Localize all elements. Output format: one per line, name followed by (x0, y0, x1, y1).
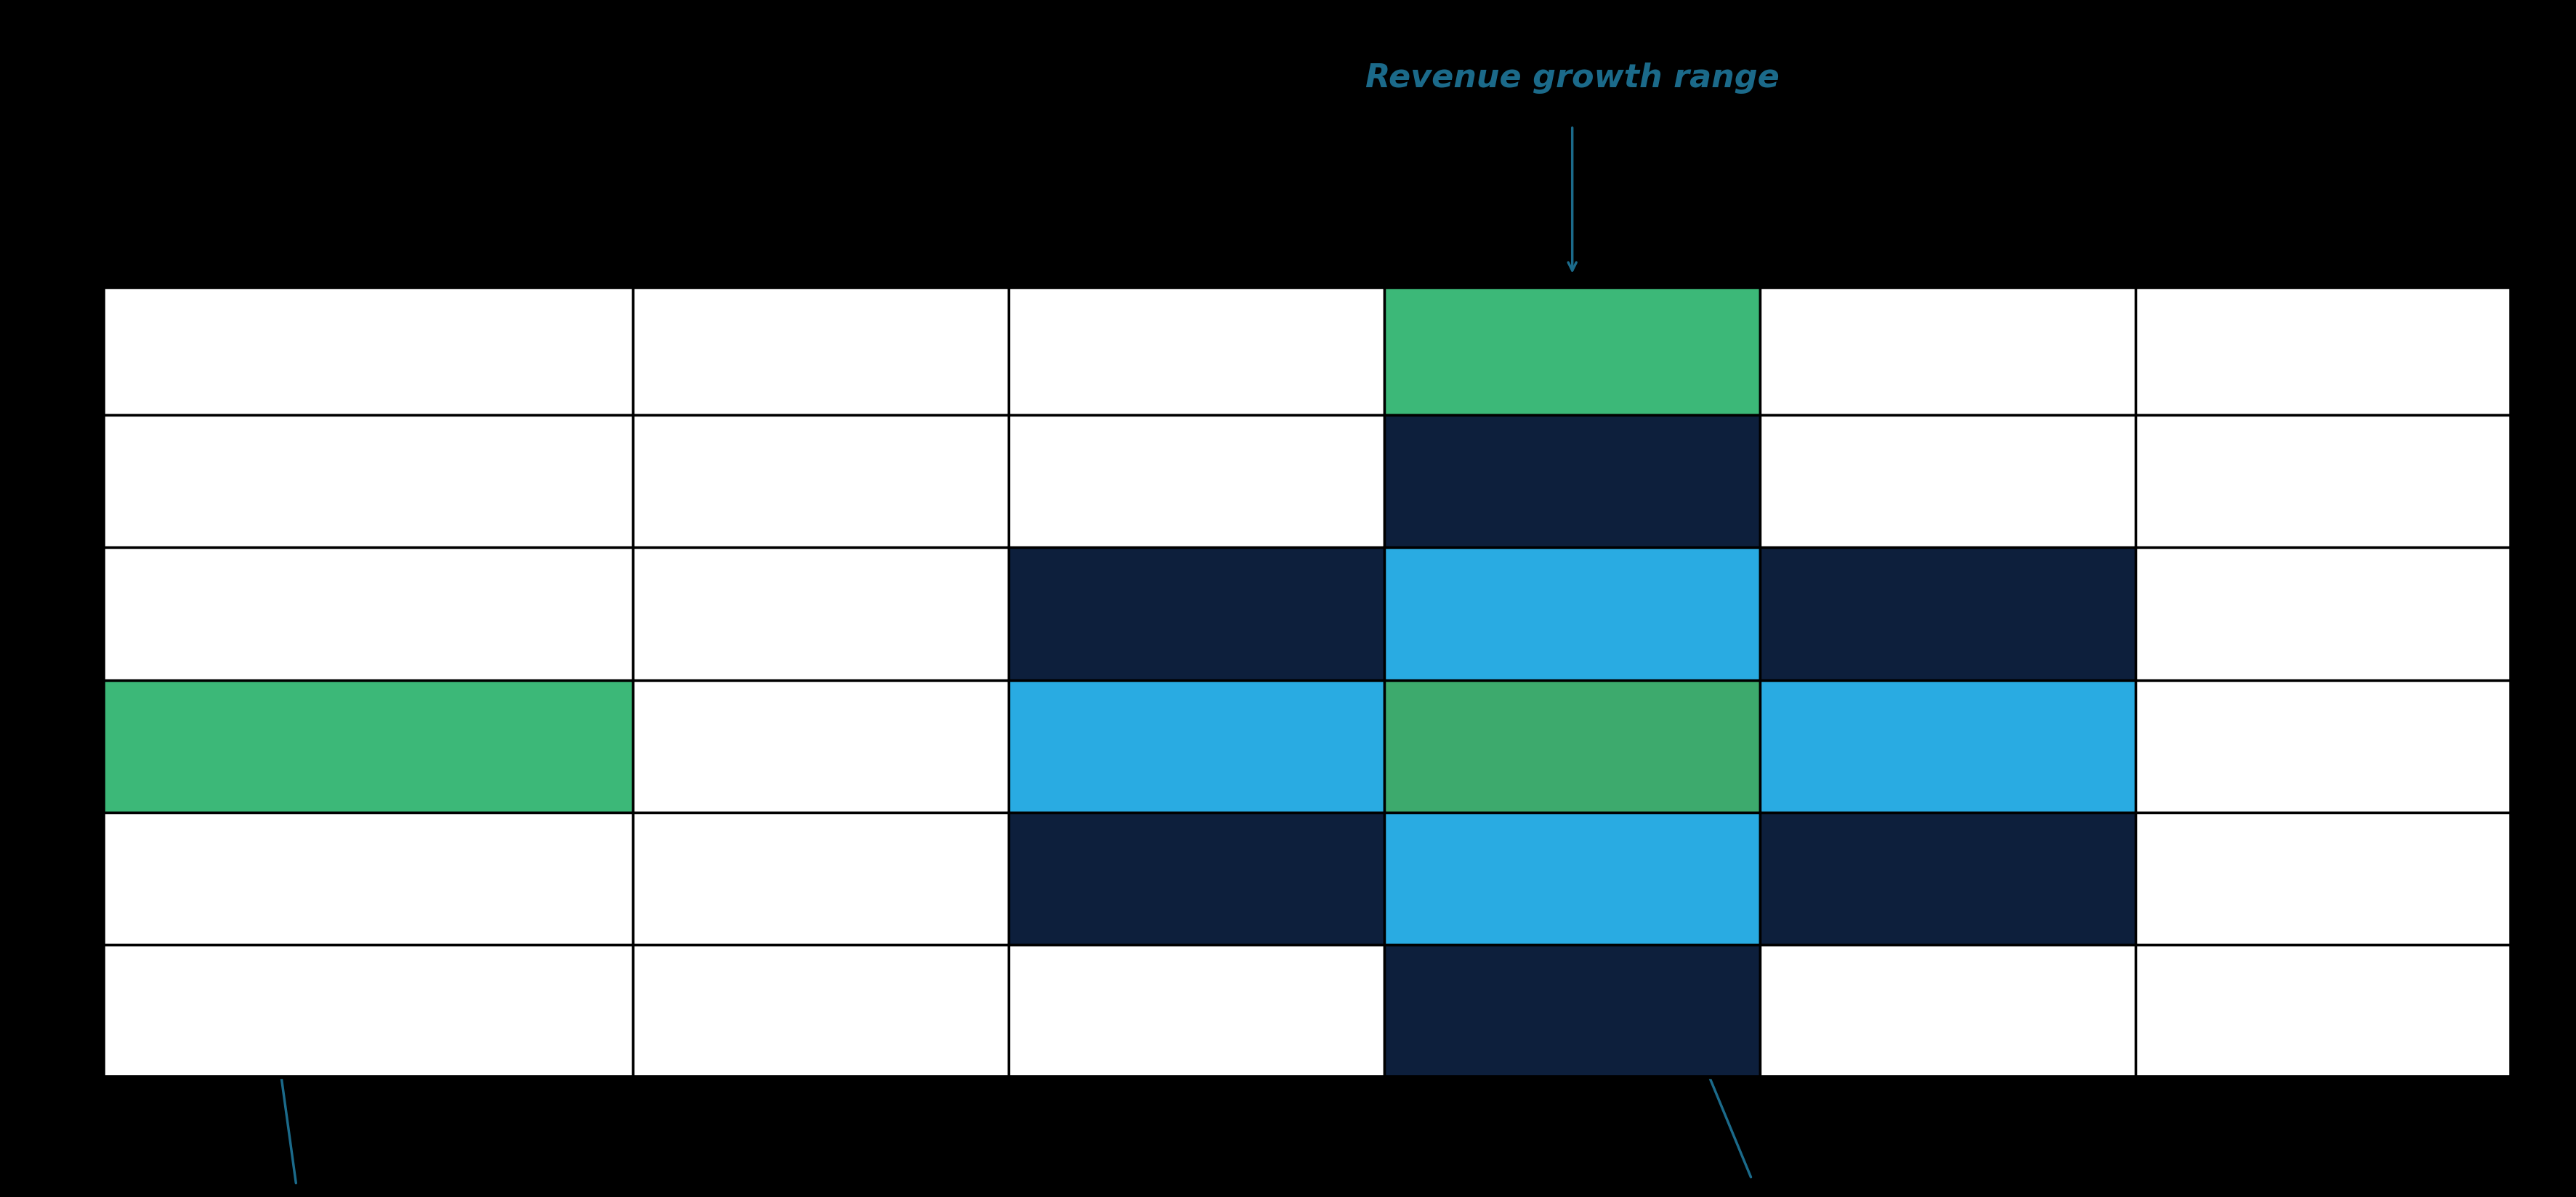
Text: 985: 985 (922, 863, 987, 894)
Text: 942: 942 (2427, 996, 2488, 1026)
Text: 1,550: 1,550 (2393, 598, 2488, 630)
Text: 1,402: 1,402 (891, 598, 987, 630)
Text: 1,008: 1,008 (1265, 863, 1363, 894)
Text: 12.5%: 12.5% (497, 598, 600, 630)
Text: 900: 900 (1674, 996, 1739, 1026)
Text: 1,083: 1,083 (2393, 863, 2488, 894)
Text: 859: 859 (922, 996, 987, 1026)
Text: 17.5%: 17.5% (497, 863, 600, 894)
Text: 3.0%: 3.0% (1530, 336, 1615, 366)
Text: 5.0%: 5.0% (2282, 336, 2365, 366)
Text: 4.0%: 4.0% (1906, 336, 1991, 366)
Text: 1,033: 1,033 (1641, 863, 1739, 894)
Text: 1,274: 1,274 (2393, 731, 2488, 761)
Text: 1,882: 1,882 (1641, 466, 1739, 497)
Text: 1,982: 1,982 (2393, 466, 2488, 497)
Text: 1,438: 1,438 (1267, 598, 1363, 630)
Text: 879: 879 (1298, 996, 1363, 1026)
Text: 1,931: 1,931 (2017, 466, 2112, 497)
Text: Revenue growth range: Revenue growth range (1365, 62, 1780, 93)
Text: 1,474: 1,474 (1641, 598, 1739, 630)
Text: 1,214: 1,214 (1641, 731, 1739, 761)
Text: 1,057: 1,057 (2017, 863, 2112, 894)
Text: 1,184: 1,184 (1267, 731, 1363, 761)
Text: 1,244: 1,244 (2017, 731, 2112, 761)
Text: 1,512: 1,512 (2017, 598, 2112, 630)
Text: 1,786: 1,786 (891, 466, 987, 497)
Text: 1,155: 1,155 (891, 731, 987, 761)
Text: 20.0%: 20.0% (497, 996, 600, 1026)
Text: 10.0%: 10.0% (497, 466, 600, 497)
Text: 1,833: 1,833 (1265, 466, 1363, 497)
Text: 921: 921 (2050, 996, 2112, 1026)
Text: 15.0%: 15.0% (497, 731, 600, 761)
Text: 1.0%: 1.0% (778, 336, 863, 366)
Text: 2.0%: 2.0% (1154, 336, 1239, 366)
